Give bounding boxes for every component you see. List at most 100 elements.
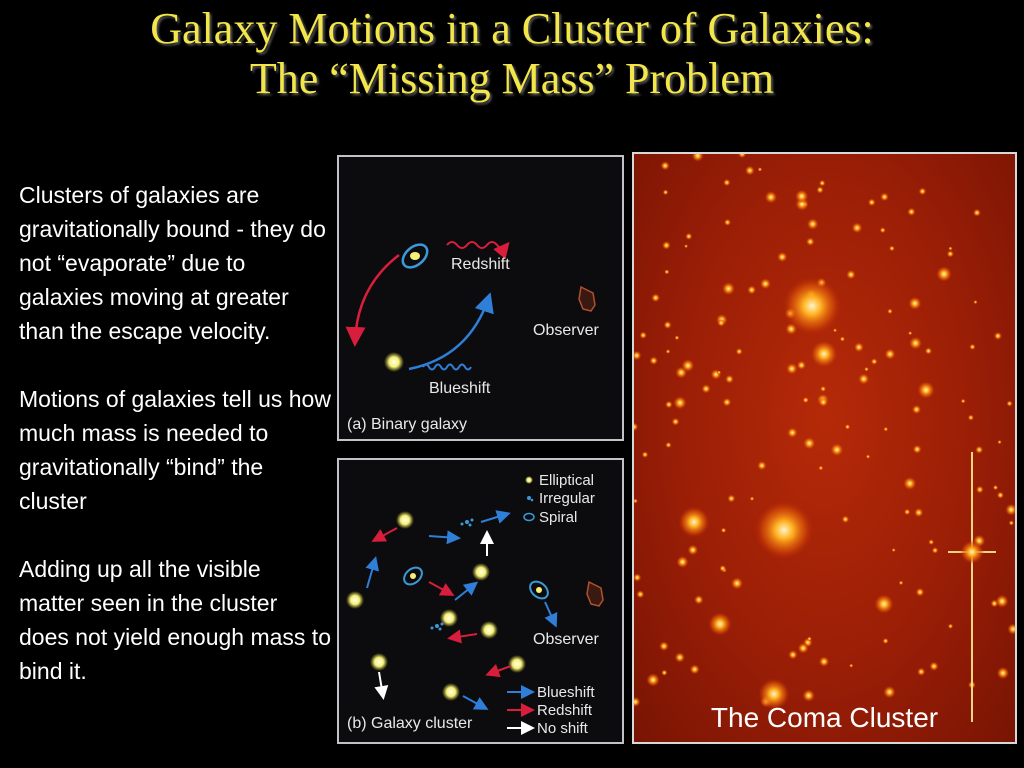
galaxy-blob bbox=[693, 594, 704, 605]
galaxy-blob bbox=[757, 460, 767, 471]
title-line-1: Galaxy Motions in a Cluster of Galaxies: bbox=[150, 4, 874, 53]
observer-label: Observer bbox=[533, 631, 599, 648]
galaxy-blob bbox=[641, 451, 649, 459]
galaxy-blob bbox=[689, 664, 700, 675]
galaxy-blob bbox=[797, 642, 809, 654]
legend-spiral: Spiral bbox=[539, 509, 577, 526]
galaxy-blob bbox=[907, 207, 916, 217]
galaxy-blob bbox=[749, 496, 755, 501]
galaxy-blob bbox=[917, 381, 935, 399]
spiral-legend-icon bbox=[523, 512, 535, 522]
galaxy-blob bbox=[879, 227, 886, 234]
cluster-galaxy bbox=[440, 609, 458, 627]
coma-starfield bbox=[634, 154, 1015, 722]
galaxy-blob bbox=[818, 656, 830, 667]
galaxy-blob bbox=[663, 320, 672, 330]
galaxy-blob bbox=[995, 594, 1009, 608]
galaxy-blob bbox=[996, 666, 1010, 680]
galaxy-blob bbox=[727, 494, 736, 503]
galaxy-blob bbox=[916, 667, 926, 676]
galaxy-blob bbox=[903, 508, 911, 516]
galaxy-blob bbox=[883, 426, 889, 432]
galaxy-blob bbox=[960, 398, 966, 404]
galaxy-blob bbox=[857, 373, 870, 385]
elliptical-legend-icon bbox=[525, 476, 533, 484]
galaxy-blob bbox=[865, 454, 871, 459]
galaxy-blob bbox=[805, 237, 815, 247]
galaxy-blob bbox=[918, 187, 927, 196]
galaxy-blob bbox=[902, 476, 917, 491]
spiral-galaxy-icon bbox=[403, 566, 423, 586]
galaxy-blob bbox=[661, 669, 668, 676]
galaxy-blob bbox=[764, 190, 778, 204]
galaxy-blob bbox=[639, 331, 647, 340]
galaxy-blob bbox=[757, 167, 763, 172]
galaxy-blob bbox=[634, 696, 641, 708]
galaxy-blob bbox=[818, 179, 826, 187]
galaxy-blob bbox=[719, 564, 727, 572]
galaxy-blob bbox=[879, 192, 889, 202]
galaxy-blob bbox=[723, 178, 731, 187]
paragraph-bound: Clusters of galaxies are gravitationally… bbox=[19, 182, 326, 344]
spiral-galaxy-icon bbox=[401, 243, 429, 269]
galaxy-blob bbox=[646, 673, 660, 687]
galaxy-blob bbox=[651, 293, 661, 303]
galaxy-blob bbox=[844, 423, 851, 430]
galaxy-blob bbox=[948, 246, 953, 251]
galaxy-blob bbox=[912, 444, 922, 454]
galaxy-blob bbox=[882, 637, 889, 645]
orbit-arrow-red bbox=[345, 254, 400, 347]
galaxy-blob bbox=[841, 515, 850, 524]
legend-elliptical: Elliptical bbox=[539, 472, 594, 489]
galaxy-blob bbox=[674, 652, 686, 663]
galaxy-blob bbox=[870, 358, 878, 366]
galaxy-blob bbox=[730, 577, 744, 590]
galaxy-blob bbox=[744, 165, 755, 176]
observer-icon bbox=[586, 580, 604, 607]
galaxy-blob bbox=[936, 266, 952, 282]
galaxy-blob bbox=[820, 385, 827, 392]
galaxy-blob bbox=[946, 250, 955, 258]
coma-cluster-image: The Coma Cluster bbox=[632, 152, 1017, 744]
galaxy-blob bbox=[830, 443, 844, 457]
galaxy-blob bbox=[846, 269, 856, 280]
galaxy-blob bbox=[665, 441, 672, 449]
galaxy-blob bbox=[664, 269, 670, 275]
galaxy-blob bbox=[776, 251, 788, 263]
galaxy-blob bbox=[687, 544, 699, 556]
legend-irregular: Irregular bbox=[539, 490, 595, 507]
bright-star bbox=[948, 452, 996, 722]
slide-title: Galaxy Motions in a Cluster of Galaxies:… bbox=[0, 4, 1024, 104]
irregular-galaxy-icon bbox=[460, 518, 474, 527]
coma-caption: The Coma Cluster bbox=[710, 702, 939, 733]
galaxy-blob bbox=[794, 189, 809, 204]
galaxy-blob bbox=[708, 612, 732, 636]
galaxy-blob bbox=[723, 218, 732, 226]
galaxy-blob bbox=[788, 649, 798, 660]
galaxy-blob bbox=[802, 689, 816, 702]
galaxy-blob bbox=[634, 573, 642, 582]
galaxy-blob bbox=[839, 336, 846, 342]
galaxy-blob bbox=[888, 245, 895, 252]
galaxy-blob bbox=[754, 500, 814, 560]
galaxy-blob bbox=[993, 331, 1003, 341]
galaxy-blob bbox=[908, 296, 922, 311]
galaxy-blob bbox=[891, 547, 896, 553]
title-line-2: The “Missing Mass” Problem bbox=[249, 54, 775, 103]
galaxy-blob bbox=[1006, 400, 1013, 407]
paragraph-missing-mass: Adding up all the visible matter seen in… bbox=[19, 556, 331, 684]
redshift-wave bbox=[446, 241, 510, 260]
cluster-galaxy bbox=[396, 511, 414, 529]
blueshift-wave bbox=[422, 363, 472, 371]
galaxy-blob bbox=[913, 507, 924, 518]
galaxy-blob bbox=[786, 427, 798, 439]
irregular-galaxy-icon bbox=[430, 622, 444, 631]
galaxy-blob bbox=[908, 336, 923, 350]
galaxy-blob bbox=[884, 348, 896, 360]
galaxy-blob bbox=[867, 198, 876, 207]
galaxy-blob bbox=[992, 484, 999, 491]
galaxy-blob bbox=[634, 422, 639, 432]
galaxy-blob bbox=[967, 414, 975, 421]
galaxy-blob bbox=[634, 350, 642, 361]
galaxy-blob bbox=[660, 161, 670, 171]
